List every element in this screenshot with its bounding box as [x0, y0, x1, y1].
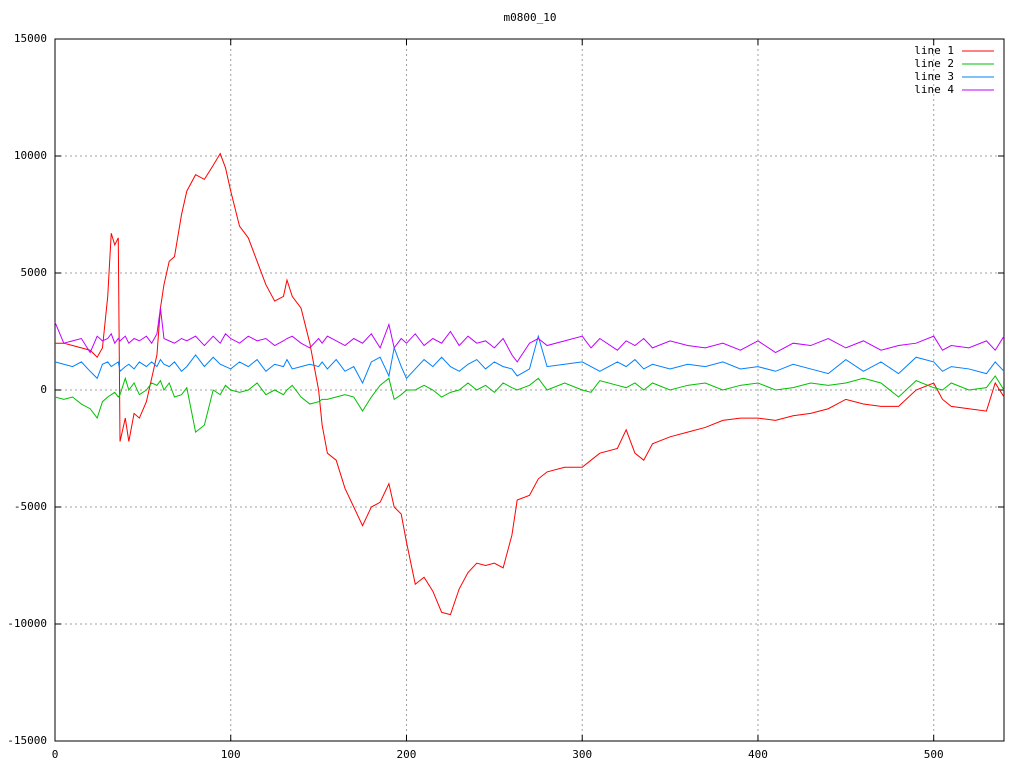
y-tick-label: -15000 — [7, 734, 47, 747]
x-tick-label: 300 — [572, 748, 592, 761]
legend-label: line 4 — [914, 83, 954, 96]
y-tick-label: -10000 — [7, 617, 47, 630]
legend-label: line 2 — [914, 57, 954, 70]
series-line — [54, 334, 1005, 385]
legend-label: line 1 — [914, 44, 954, 57]
y-tick-label: 15000 — [14, 32, 47, 45]
x-tick-label: 200 — [397, 748, 417, 761]
chart-title: m0800_10 — [504, 11, 557, 24]
series-line — [54, 375, 1005, 434]
y-tick-label: -5000 — [14, 500, 47, 513]
y-tick-label: 0 — [40, 383, 47, 396]
y-tick-label: 10000 — [14, 149, 47, 162]
y-tick-label: 5000 — [21, 266, 48, 279]
legend-label: line 3 — [914, 70, 954, 83]
x-tick-label: 500 — [924, 748, 944, 761]
series-line — [54, 308, 1005, 363]
x-tick-label: 400 — [748, 748, 768, 761]
x-tick-label: 100 — [221, 748, 241, 761]
x-tick-label: 0 — [52, 748, 59, 761]
